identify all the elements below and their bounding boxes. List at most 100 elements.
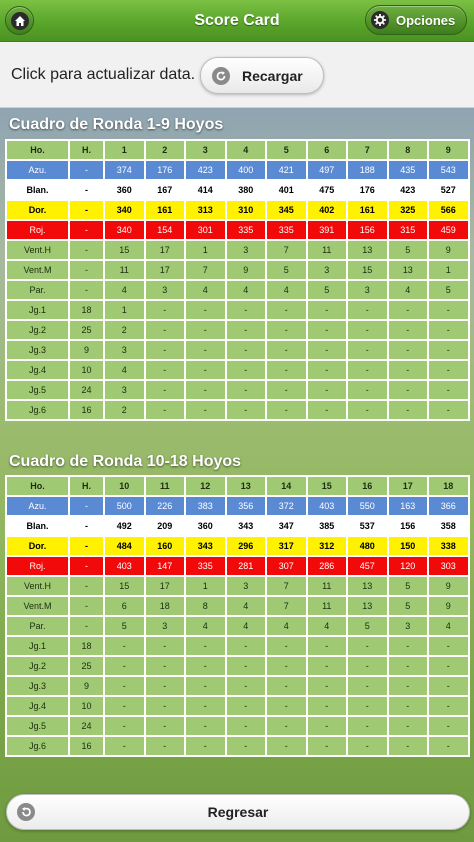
table-cell: -: [224, 635, 267, 657]
table-cell: 1: [184, 239, 227, 261]
table-cell: 421: [265, 159, 308, 181]
table-cell: 2: [143, 139, 186, 161]
table-cell: -: [143, 715, 186, 737]
table-cell: 209: [143, 515, 186, 537]
table-cell: -: [386, 635, 429, 657]
table-cell: 7: [265, 595, 308, 617]
table-cell: -: [386, 675, 429, 697]
table-cell: 10: [68, 695, 105, 717]
table-cell: 3: [103, 379, 146, 401]
table-cell: -: [184, 715, 227, 737]
row-label-cell: Jg.2: [5, 319, 70, 341]
table-cell: -: [68, 515, 105, 537]
table-cell: 13: [386, 259, 429, 281]
refresh-text: Click para actualizar data.: [11, 66, 196, 83]
table-cell: 156: [346, 219, 389, 241]
table-cell: -: [224, 675, 267, 697]
table-cell: 16: [68, 399, 105, 421]
table-cell: -: [386, 379, 429, 401]
table-cell: 15: [305, 475, 348, 497]
table-cell: 4: [427, 615, 470, 637]
table-cell: 543: [427, 159, 470, 181]
table-cell: -: [68, 259, 105, 281]
table-cell: 5: [265, 139, 308, 161]
table-cell: 13: [346, 239, 389, 261]
table-cell: -: [346, 695, 389, 717]
refresh-icon: [212, 66, 230, 85]
table-cell: -: [143, 675, 186, 697]
table-cell: -: [224, 319, 267, 341]
options-button[interactable]: Opciones: [365, 5, 467, 35]
table-cell: 160: [143, 535, 186, 557]
table-cell: 3: [305, 259, 348, 281]
table-cell: -: [305, 715, 348, 737]
table-cell: 347: [265, 515, 308, 537]
table-cell: 7: [265, 575, 308, 597]
table-cell: -: [305, 675, 348, 697]
table-cell: -: [427, 635, 470, 657]
table-cell: 537: [346, 515, 389, 537]
back-button[interactable]: Regresar: [6, 794, 470, 830]
table-cell: 5: [346, 615, 389, 637]
table-cell: 4: [184, 279, 227, 301]
table-cell: H.: [68, 139, 105, 161]
table-cell: -: [143, 379, 186, 401]
table-cell: -: [143, 735, 186, 757]
table-cell: -: [68, 495, 105, 517]
table-cell: 11: [305, 239, 348, 261]
table-cell: 317: [265, 535, 308, 557]
table-cell: -: [103, 715, 146, 737]
table-row: Vent.M -6 18 8 4 7 11 13 5 9: [5, 595, 470, 617]
table-cell: 500: [103, 495, 146, 517]
table-cell: -: [224, 339, 267, 361]
row-label-cell: Jg.6: [5, 399, 70, 421]
table-cell: -: [386, 339, 429, 361]
table-cell: 459: [427, 219, 470, 241]
table-cell: -: [427, 319, 470, 341]
table-cell: -: [184, 299, 227, 321]
table-cell: 4: [224, 279, 267, 301]
table-cell: -: [224, 399, 267, 421]
table-cell: -: [386, 695, 429, 717]
table-cell: 310: [224, 199, 267, 221]
table-cell: -: [143, 695, 186, 717]
table-cell: -: [184, 655, 227, 677]
table-cell: -: [265, 695, 308, 717]
home-button[interactable]: [5, 6, 34, 35]
table-cell: -: [386, 359, 429, 381]
table-cell: 401: [265, 179, 308, 201]
table-row: Blan. -360 167 414 380 401 475 176 423 527: [5, 179, 470, 201]
table-cell: -: [427, 399, 470, 421]
table-cell: 325: [386, 199, 429, 221]
row-label-cell: Jg.3: [5, 339, 70, 361]
table-cell: 343: [224, 515, 267, 537]
table-cell: 8: [386, 139, 429, 161]
table-cell: 5: [103, 615, 146, 637]
table-cell: 5: [386, 595, 429, 617]
table-cell: 5: [386, 239, 429, 261]
table-cell: 315: [386, 219, 429, 241]
table-cell: 340: [103, 199, 146, 221]
table-cell: 18: [68, 299, 105, 321]
table-cell: 3: [103, 339, 146, 361]
table-cell: 423: [386, 179, 429, 201]
table-cell: -: [184, 319, 227, 341]
table-cell: -: [184, 359, 227, 381]
table-cell: 380: [224, 179, 267, 201]
table-cell: -: [265, 635, 308, 657]
table-cell: -: [346, 399, 389, 421]
table-cell: 13: [346, 595, 389, 617]
table-cell: -: [103, 695, 146, 717]
table-cell: 150: [386, 535, 429, 557]
table-cell: -: [386, 299, 429, 321]
reload-button[interactable]: Recargar: [200, 57, 324, 94]
table-cell: -: [305, 655, 348, 677]
row-label-cell: Dor.: [5, 199, 70, 221]
table-header-row: Ho. H. 10 11 12 13 14 15 16 17 18: [5, 475, 470, 497]
table-cell: 161: [143, 199, 186, 221]
table-cell: -: [427, 299, 470, 321]
row-label-cell: Azu.: [5, 495, 70, 517]
table-cell: -: [103, 655, 146, 677]
table-cell: 414: [184, 179, 227, 201]
row-label-cell: Blan.: [5, 515, 70, 537]
